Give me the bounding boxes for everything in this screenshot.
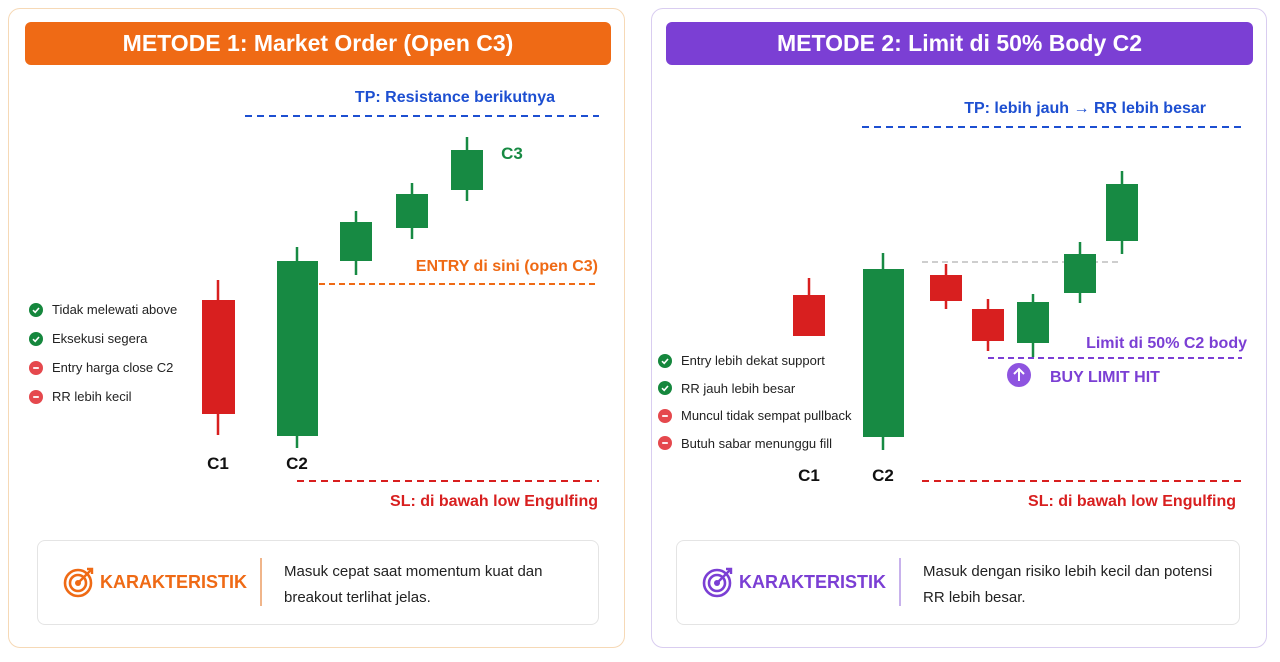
method-1-chart: TP: Resistance berikutnya ENTRY di sini … — [202, 89, 599, 510]
method-2-chart: TP: lebih jauh → RR lebih besar Limit di… — [793, 100, 1247, 510]
checklist-item: Tidak melewati above — [29, 295, 177, 324]
method-1-characteristic-box: KARAKTERISTIK Masuk cepat saat momentum … — [37, 540, 599, 625]
candle-bull-4 — [396, 183, 428, 239]
checklist-item: RR lebih kecil — [29, 382, 177, 411]
candle-bull-3 — [340, 211, 372, 275]
candle-label-c2: C2 — [872, 466, 894, 485]
arrow-up-icon — [1007, 363, 1031, 387]
checklist-text: Eksekusi segera — [52, 331, 148, 346]
method-2-checklist: Entry lebih dekat support RR jauh lebih … — [658, 347, 852, 457]
checklist-text: RR lebih kecil — [52, 389, 132, 404]
method-1-checklist: Tidak melewati above Eksekusi segera Ent… — [29, 295, 177, 411]
candle-label-c1: C1 — [798, 466, 820, 485]
limit-label: Limit di 50% C2 body — [1086, 335, 1247, 352]
candle-label-c1: C1 — [207, 454, 229, 473]
checklist-text: Butuh sabar menunggu fill — [681, 435, 833, 451]
checklist-item: Butuh sabar menunggu fill — [658, 430, 852, 458]
candle-c2 — [277, 247, 318, 448]
checklist-item: Eksekusi segera — [29, 324, 177, 353]
characteristic-label: KARAKTERISTIK — [739, 572, 886, 592]
entry-label: ENTRY di sini (open C3) — [416, 258, 598, 275]
method-1-panel: METODE 1: Market Order (Open C3) TP: Res… — [8, 8, 625, 648]
tp-label: TP: lebih jauh → RR lebih besar — [964, 100, 1206, 117]
checklist-item: Entry lebih dekat support — [658, 347, 852, 375]
sl-label: SL: di bawah low Engulfing — [390, 493, 598, 510]
checklist-text: RR jauh lebih besar — [681, 380, 796, 396]
check-icon — [29, 331, 43, 346]
candle-pullback-1 — [930, 264, 962, 309]
checklist-text: Entry lebih dekat support — [681, 353, 825, 369]
checklist-item: Muncul tidak sempat pullback — [658, 402, 852, 430]
candle-c2 — [863, 253, 904, 450]
candle-fill — [1017, 294, 1049, 357]
divider — [899, 558, 901, 606]
candle-c3 — [451, 137, 483, 201]
candle-bull-6 — [1064, 242, 1096, 303]
minus-icon — [29, 360, 43, 375]
check-icon — [29, 302, 43, 317]
checklist-item: Entry harga close C2 — [29, 353, 177, 382]
method-2-title: METODE 2: Limit di 50% Body C2 — [666, 22, 1253, 65]
checklist-text: Muncul tidak sempat pullback — [681, 408, 852, 424]
characteristic-text: Masuk dengan risiko lebih kecil dan pote… — [923, 563, 1213, 606]
sl-label: SL: di bawah low Engulfing — [1028, 493, 1236, 510]
minus-icon — [658, 408, 672, 423]
minus-icon — [658, 436, 672, 451]
minus-icon — [29, 389, 43, 404]
checklist-text: Tidak melewati above — [52, 302, 178, 317]
checklist-text: Entry harga close C2 — [52, 360, 174, 375]
characteristic-label: KARAKTERISTIK — [100, 572, 247, 592]
divider — [260, 558, 262, 606]
candle-c1 — [793, 278, 825, 336]
characteristic-text: Masuk cepat saat momentum kuat dan break… — [284, 563, 543, 606]
candle-label-c2: C2 — [286, 454, 308, 473]
candle-pullback-2 — [972, 299, 1004, 351]
method-2-characteristic-box: KARAKTERISTIK Masuk dengan risiko lebih … — [676, 540, 1240, 625]
method-1-title: METODE 1: Market Order (Open C3) — [25, 22, 611, 65]
checklist-item: RR jauh lebih besar — [658, 375, 852, 403]
buy-limit-hit-label: BUY LIMIT HIT — [1050, 369, 1160, 386]
target-icon — [702, 567, 733, 598]
candle-label-c3: C3 — [501, 144, 523, 163]
check-icon — [658, 353, 672, 368]
candle-bull-7 — [1106, 171, 1138, 254]
check-icon — [658, 381, 672, 396]
target-icon — [63, 567, 94, 598]
candle-c1 — [202, 280, 235, 435]
method-2-panel: METODE 2: Limit di 50% Body C2 TP: lebih… — [651, 8, 1267, 648]
tp-label: TP: Resistance berikutnya — [355, 89, 555, 106]
